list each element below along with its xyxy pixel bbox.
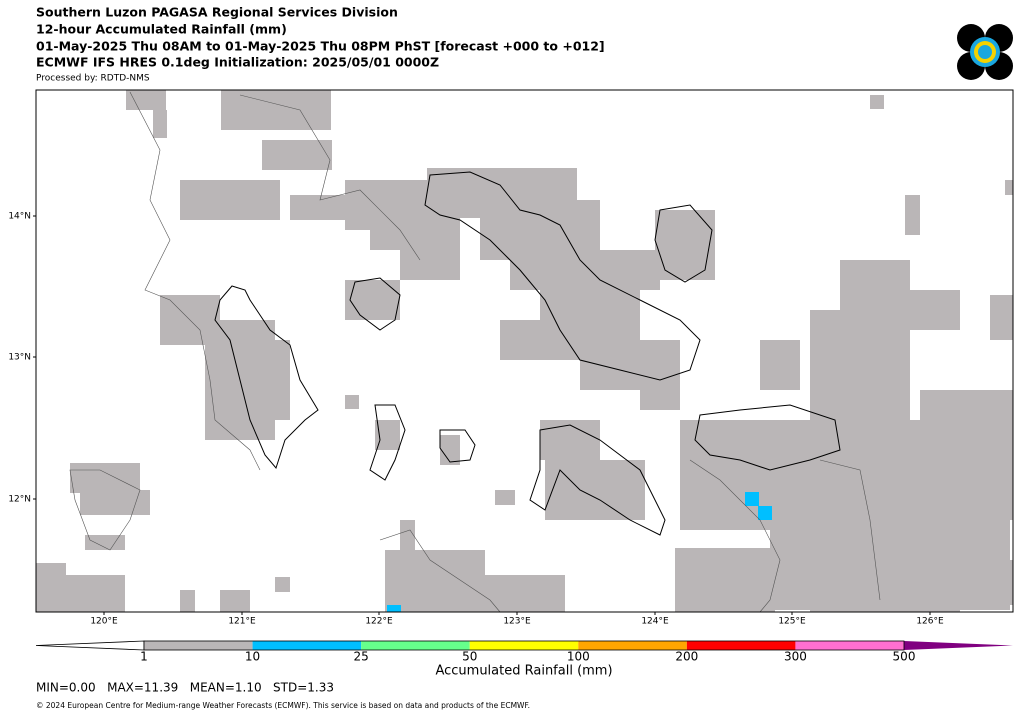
colorbar-label: 1 [140, 650, 148, 664]
colorbar-segment [686, 641, 796, 650]
lon-label: 120°E [90, 617, 118, 627]
footer: © 2024 European Centre for Medium-range … [36, 701, 530, 710]
stats: MIN=0.00 MAX=11.39 MEAN=1.10 STD=1.33 [36, 681, 334, 695]
rain-cell [345, 395, 359, 409]
rain-cell [920, 560, 1013, 605]
rain-cell [345, 280, 400, 320]
rain-cell [36, 563, 66, 612]
rain-cell [387, 605, 401, 612]
rain-cell [920, 390, 1013, 520]
rain-cells [36, 90, 1013, 612]
rain-cell [85, 535, 125, 550]
rain-cell [870, 95, 884, 109]
title-line: ECMWF IFS HRES 0.1deg Initialization: 20… [36, 55, 439, 70]
colorbar-extend [35, 640, 145, 651]
rain-cell [745, 492, 759, 506]
colorbar-label: 100 [567, 650, 590, 664]
lon-label: 126°E [916, 617, 944, 627]
title-line: 12-hour Accumulated Rainfall (mm) [36, 22, 287, 37]
lon-label: 122°E [365, 617, 393, 627]
rain-cell [990, 295, 1013, 340]
processed-by: Processed by: RDTD-NMS [36, 74, 150, 84]
colorbar-label: 10 [245, 650, 260, 664]
rain-cell [675, 548, 775, 612]
rain-cell [275, 577, 290, 592]
lon-label: 124°E [641, 617, 669, 627]
colorbar-label: 25 [354, 650, 369, 664]
rain-cell [905, 195, 920, 235]
coastlines [214, 171, 841, 536]
rain-cell [760, 340, 800, 390]
title-line: Southern Luzon PAGASA Regional Services … [36, 5, 398, 20]
colorbar-title: Accumulated Rainfall (mm) [435, 664, 612, 679]
lat-label: 14°N [8, 212, 31, 222]
colorbar-segment [252, 641, 362, 650]
rain-cell [180, 590, 195, 612]
rain-cell [230, 340, 290, 420]
rain-cell [860, 290, 960, 330]
lat-label: 12°N [8, 495, 31, 505]
colorbar-segment [361, 641, 470, 650]
coastlines-thin [69, 91, 881, 613]
colorbar-segment [578, 641, 687, 650]
lat-label: 13°N [8, 353, 31, 363]
colorbar-outline [143, 640, 905, 651]
rain-cell [70, 463, 140, 493]
colorbar-segment [469, 641, 579, 650]
rain-cell [385, 550, 485, 612]
map-frame [35, 89, 1014, 613]
colorbar-segment [795, 641, 904, 650]
rain-cell [65, 575, 125, 612]
rain-cell [80, 490, 150, 515]
colorbar-label: 50 [462, 650, 477, 664]
colorbar-extend [904, 641, 1013, 650]
colorbar-label: 500 [893, 650, 916, 664]
rain-cell [262, 140, 332, 170]
rain-cell [545, 460, 645, 520]
lon-label: 121°E [228, 617, 256, 627]
rain-cell [758, 506, 772, 520]
rain-cell [510, 250, 660, 290]
rain-cell [180, 180, 280, 220]
rain-cell [470, 575, 565, 612]
lon-label: 123°E [503, 617, 531, 627]
rain-cell [1005, 180, 1013, 195]
rain-cell [153, 110, 167, 138]
rain-cell [655, 210, 715, 280]
rain-cell [221, 90, 331, 130]
rain-cell [400, 240, 460, 280]
rain-cell [220, 590, 250, 612]
rain-cell [495, 490, 515, 505]
title-line: 01-May-2025 Thu 08AM to 01-May-2025 Thu … [36, 39, 605, 54]
rain-cell [440, 435, 460, 465]
rain-cell [540, 420, 600, 460]
rain-cell [400, 520, 415, 550]
rain-cell [126, 90, 166, 110]
lon-label: 125°E [778, 617, 806, 627]
colorbar-label: 200 [675, 650, 698, 664]
rain-cell [375, 420, 400, 450]
colorbar: 1 10 25 50 100 200 300 500 [35, 640, 1013, 664]
colorbar-label: 300 [784, 650, 807, 664]
colorbar-segment [144, 641, 253, 650]
logo [957, 24, 1013, 80]
